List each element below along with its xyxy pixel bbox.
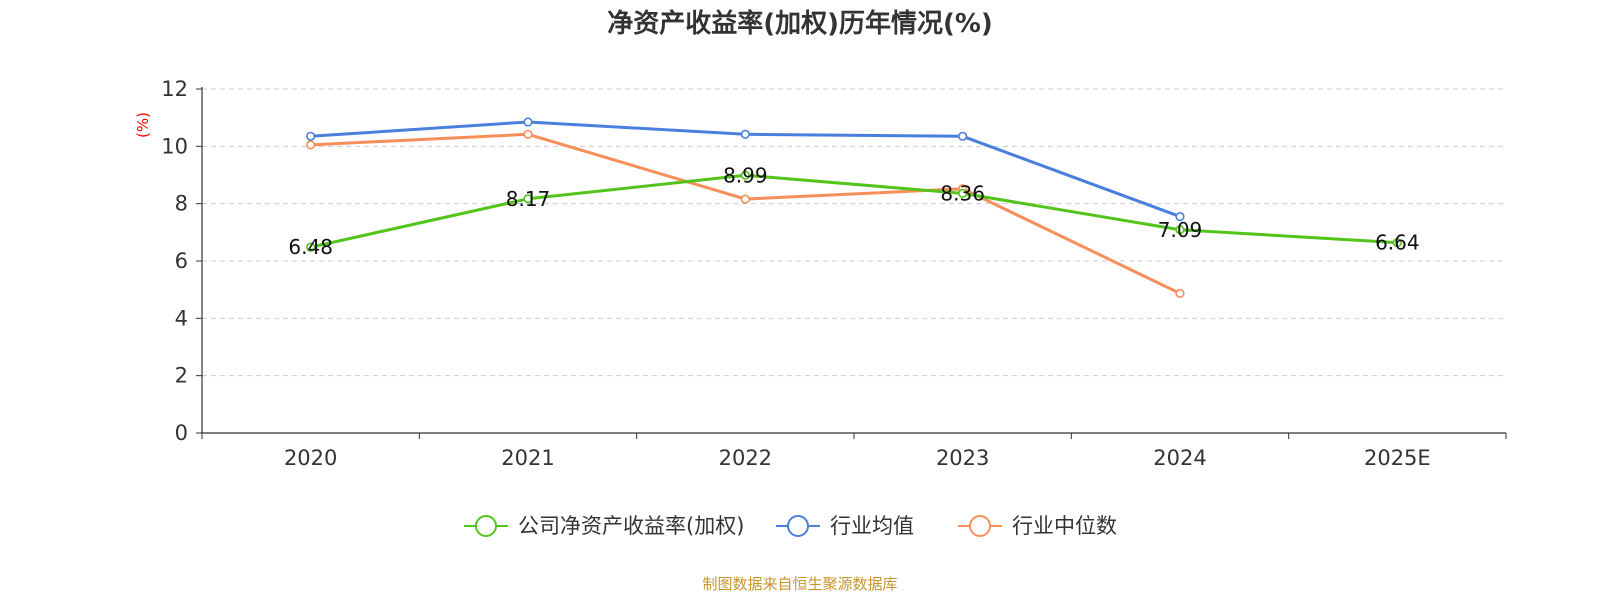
data-point — [958, 188, 968, 198]
series-0 — [306, 170, 1402, 252]
x-tick-label: 2025E — [1364, 446, 1431, 470]
data-point — [1175, 288, 1185, 298]
x-tick-label: 2023 — [936, 446, 989, 470]
y-tick-label: 2 — [175, 364, 188, 388]
legend-item-0: 公司净资产收益率(加权) — [464, 514, 744, 538]
data-point — [523, 117, 533, 127]
y-tick-label: 4 — [175, 306, 188, 330]
series-line — [310, 173, 1398, 249]
y-axis-unit-label: (%) — [134, 112, 152, 138]
legend-marker — [787, 515, 809, 537]
data-point — [740, 194, 750, 204]
series-1 — [306, 117, 1185, 222]
data-label: 8.36 — [940, 181, 985, 205]
data-point — [306, 242, 316, 252]
data-labels: 6.48 8.17 8.99 8.36 7.09 6.64 — [288, 163, 1419, 259]
legend-marker — [475, 515, 497, 537]
grid-lines — [202, 88, 1506, 377]
data-label: 7.09 — [1158, 218, 1203, 242]
x-tick-label: 2021 — [501, 446, 554, 470]
x-tick-label: 2020 — [284, 446, 337, 470]
legend-marker — [969, 515, 991, 537]
data-point — [740, 129, 750, 139]
data-point — [306, 131, 316, 141]
y-tick-label: 12 — [161, 77, 188, 101]
data-point — [1392, 238, 1402, 248]
data-label: 6.48 — [288, 235, 333, 259]
legend-label: 行业均值 — [830, 514, 914, 538]
axes: 0 2 4 6 8 10 12 2020 2021 2022 2023 2024 2025E — [161, 77, 1507, 470]
data-label: 8.17 — [506, 187, 551, 211]
source-note: 制图数据来自恒生聚源数据库 — [702, 575, 897, 593]
data-point — [740, 170, 750, 180]
legend-item-2: 行业中位数 — [958, 514, 1117, 538]
data-point — [1175, 211, 1185, 222]
x-tick-label: 2024 — [1153, 446, 1206, 470]
data-label: 6.64 — [1375, 231, 1420, 255]
x-tick-label: 2022 — [719, 446, 772, 470]
y-tick-label: 8 — [175, 192, 188, 216]
series-2 — [306, 129, 1185, 298]
legend-label: 行业中位数 — [1012, 514, 1117, 538]
chart-title: 净资产收益率(加权)历年情况(%) — [607, 8, 993, 39]
data-label: 8.99 — [723, 163, 768, 187]
data-point — [523, 194, 533, 204]
y-tick-label: 6 — [175, 249, 188, 273]
y-tick-label: 0 — [175, 421, 188, 445]
data-point — [523, 129, 533, 139]
data-point — [306, 140, 316, 150]
series-line — [310, 132, 1181, 295]
series-lines — [306, 117, 1402, 298]
y-tick-label: 10 — [161, 134, 188, 158]
legend-label: 公司净资产收益率(加权) — [518, 514, 744, 538]
legend-item-1: 行业均值 — [776, 514, 914, 538]
data-point — [1175, 225, 1185, 235]
data-point — [958, 131, 968, 141]
legend: 公司净资产收益率(加权) 行业均值 行业中位数 — [464, 514, 1117, 538]
